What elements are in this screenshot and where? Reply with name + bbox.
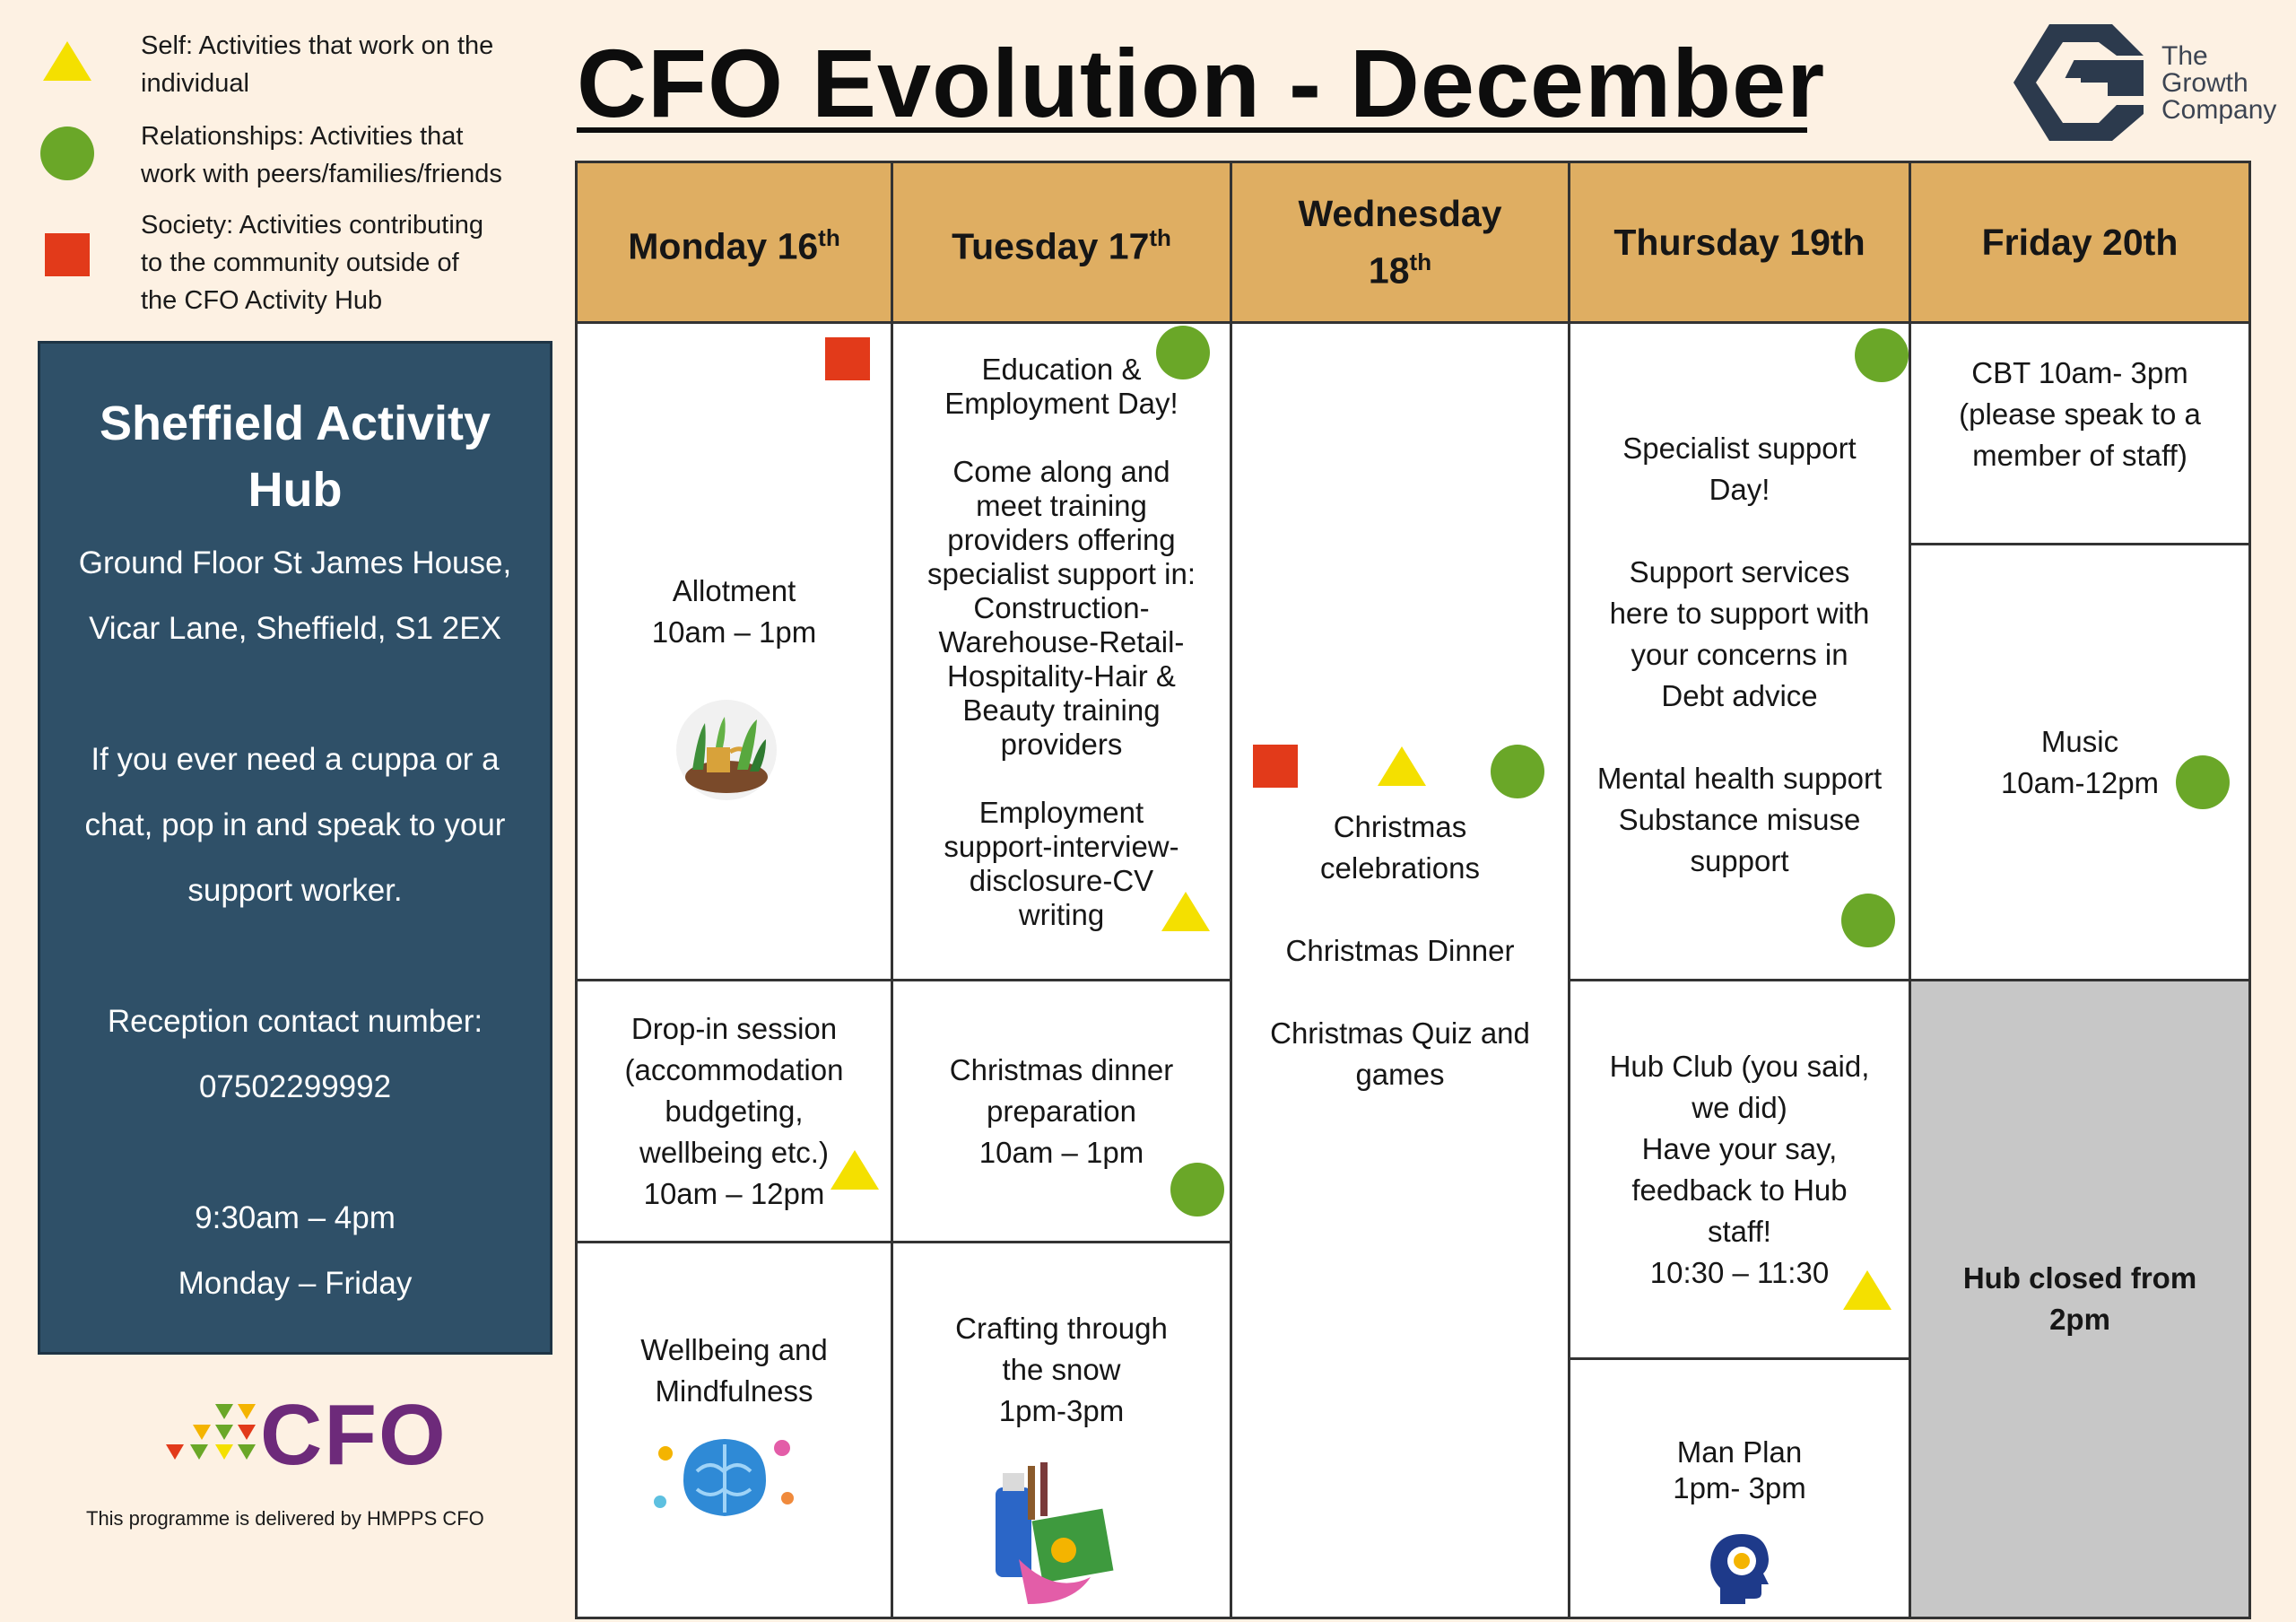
address-line2: Vicar Lane, Sheffield, S1 2EX xyxy=(89,611,501,646)
monday-self-triangle-icon xyxy=(831,1150,879,1190)
self-triangle-icon xyxy=(43,41,91,81)
header-friday-label: Friday 20th xyxy=(1981,222,2179,263)
opening-days: Monday – Friday xyxy=(178,1266,413,1301)
legend-relationships: Relationships: Activities that work with… xyxy=(141,122,502,188)
monday-slot-2-text: Drop-in session (accommodation budgeting… xyxy=(624,1011,844,1210)
monday-slot-1-text: Allotment 10am – 1pm xyxy=(651,574,817,649)
header-wednesday-date: 18 xyxy=(1368,249,1410,292)
header-friday: Friday 20th xyxy=(1909,161,2251,324)
mindfulness-brain-icon xyxy=(654,1439,794,1516)
reception-number: 07502299992 xyxy=(198,1069,392,1104)
tuesday-slot-2-text: Christmas dinner preparation 10am – 1pm xyxy=(949,1052,1174,1169)
header-wednesday: Wednesday 18th xyxy=(1230,161,1570,324)
header-monday-label: Monday 16 xyxy=(628,225,819,267)
society-square-icon xyxy=(45,233,90,276)
wednesday-self-triangle-icon xyxy=(1378,746,1426,786)
thursday-slot-2: Hub Club (you said, we did) Have your sa… xyxy=(1568,979,1911,1360)
cfo-wordmark: CFO xyxy=(260,1387,448,1483)
header-monday: Monday 16th xyxy=(575,161,893,324)
header-wednesday-label: Wednesday xyxy=(1298,193,1502,235)
hub-title-line1: Sheffield Activity xyxy=(99,397,491,450)
tuesday-slot-3: Crafting through the snow 1pm-3pm xyxy=(891,1241,1232,1619)
monday-slot-3: Wellbeing and Mindfulness xyxy=(575,1241,893,1619)
tuesday-relationships-circle-icon xyxy=(1156,326,1210,379)
tuesday-slot-3-text: Crafting through the snow 1pm-3pm xyxy=(955,1312,1168,1427)
header-thursday-label: Thursday 19th xyxy=(1613,222,1866,263)
opening-hours: 9:30am – 4pm xyxy=(195,1200,396,1235)
thursday-self-triangle-icon xyxy=(1843,1270,1892,1310)
friday-slot-3-text: Hub closed from 2pm xyxy=(1962,1261,2197,1336)
friday-slot-1-text: CBT 10am- 3pm (please speak to a member … xyxy=(1959,356,2201,472)
tuesday-slot-1: Education & Employment Day! Come along a… xyxy=(891,321,1232,981)
legend-society: Society: Activities contributing to the … xyxy=(141,211,484,315)
cuppa-line1: If you ever need a cuppa or a xyxy=(91,742,500,777)
monday-slot-1: Allotment 10am – 1pm xyxy=(575,321,893,981)
footer-note: This programme is delivered by HMPPS CFO xyxy=(86,1507,484,1530)
logo-line-the: The xyxy=(2161,41,2208,71)
thursday-slot-3-text: Man Plan 1pm- 3pm xyxy=(1673,1435,1806,1504)
header-tuesday: Tuesday 17th xyxy=(891,161,1232,324)
header-thursday: Thursday 19th xyxy=(1568,161,1911,324)
thursday-slot-1: Specialist support Day! Support services… xyxy=(1568,321,1911,981)
wednesday-relationships-circle-icon xyxy=(1491,745,1544,798)
header-tuesday-sup: th xyxy=(1149,224,1171,252)
title-underline xyxy=(577,127,1807,133)
man-plan-head-icon xyxy=(1710,1534,1769,1604)
friday-slot-3-closed: Hub closed from 2pm xyxy=(1909,979,2251,1619)
hub-title-line2: Hub xyxy=(248,463,343,517)
thursday-relationships-circle-icon-2 xyxy=(1841,894,1895,947)
hub-info-panel: Sheffield Activity Hub Ground Floor St J… xyxy=(38,341,552,1355)
logo-line-growth: Growth xyxy=(2161,68,2248,98)
tuesday-self-triangle-icon xyxy=(1161,892,1210,931)
cuppa-line2: chat, pop in and speak to your xyxy=(84,807,506,842)
page-title: CFO Evolution - December xyxy=(577,29,1826,137)
wednesday-slot-1-text: Christmas celebrations Christmas Dinner … xyxy=(1270,810,1530,1091)
legend-self: Self: Activities that work on the indivi… xyxy=(141,31,494,98)
header-wednesday-sup: th xyxy=(1409,249,1432,276)
thursday-slot-1-text: Specialist support Day! Support services… xyxy=(1596,432,1883,877)
cfo-logo: CFO xyxy=(161,1386,448,1485)
friday-slot-1: CBT 10am- 3pm (please speak to a member … xyxy=(1909,321,2251,545)
thursday-relationships-circle-icon xyxy=(1855,328,1909,382)
cfo-triangles-icon xyxy=(166,1404,256,1460)
tuesday-slot-2-relationships-circle-icon xyxy=(1170,1163,1224,1216)
header-monday-sup: th xyxy=(818,224,840,252)
wednesday-slot-1: Christmas celebrations Christmas Dinner … xyxy=(1230,321,1570,1619)
growth-company-logo-icon xyxy=(2013,24,2144,141)
wednesday-society-square-icon xyxy=(1253,745,1298,788)
monday-society-square-icon xyxy=(825,337,870,380)
logo-line-company: Company xyxy=(2161,95,2277,125)
friday-slot-2-text: Music 10am-12pm xyxy=(2000,724,2160,799)
reception-label: Reception contact number: xyxy=(107,1004,483,1039)
crafting-supplies-icon xyxy=(996,1462,1114,1604)
friday-relationships-circle-icon xyxy=(2176,755,2230,809)
header-tuesday-label: Tuesday 17 xyxy=(952,225,1150,267)
address-line1: Ground Floor St James House, xyxy=(78,545,512,580)
thursday-slot-2-text: Hub Club (you said, we did) Have your sa… xyxy=(1609,1049,1870,1289)
tuesday-slot-1-text: Education & Employment Day! Come along a… xyxy=(927,353,1196,931)
growth-company-wordmark: The Growth Company xyxy=(2161,43,2276,124)
monday-slot-2: Drop-in session (accommodation budgeting… xyxy=(575,979,893,1243)
relationships-circle-icon xyxy=(40,126,94,180)
cuppa-line3: support worker. xyxy=(187,873,403,908)
monday-slot-3-text: Wellbeing and Mindfulness xyxy=(640,1333,828,1408)
allotment-icon xyxy=(676,700,777,800)
